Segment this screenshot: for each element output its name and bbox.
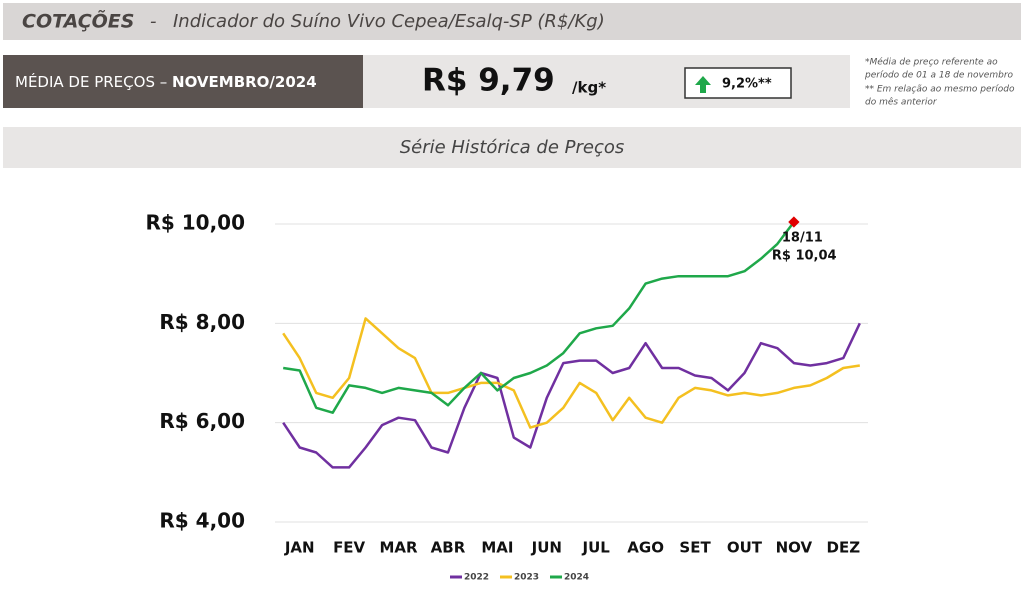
x-tick-label: JUL xyxy=(582,539,611,557)
series-line xyxy=(282,322,861,469)
section-bar xyxy=(3,127,1021,168)
note: período de 01 a 18 de novembro xyxy=(864,71,1014,81)
x-tick-label: AGO xyxy=(627,539,664,557)
legend-label: 2024 xyxy=(564,573,589,583)
header-subtitle: Indicador do Suíno Vivo Cepea/Esalq-SP (… xyxy=(173,11,605,32)
x-tick-label: FEV xyxy=(333,539,365,557)
series-line xyxy=(283,221,795,414)
annotation-label: R$ 10,04 xyxy=(772,249,837,264)
note: *Média de preço referente ao xyxy=(865,57,998,68)
series-line xyxy=(282,317,860,429)
price-label-box xyxy=(3,55,363,108)
y-tick-label: R$ 10,00 xyxy=(145,211,245,235)
price-value: R$ 9,79 xyxy=(422,63,555,99)
legend-label: 2023 xyxy=(514,573,539,583)
change-value: 9,2%** xyxy=(722,77,772,92)
section-title: Série Histórica de Preços xyxy=(400,137,625,158)
x-tick-label: MAI xyxy=(481,539,513,557)
legend-label: 2022 xyxy=(464,573,489,583)
x-tick-label: MAR xyxy=(379,539,418,557)
annotation-marker xyxy=(788,216,800,228)
x-tick-label: JAN xyxy=(284,539,315,557)
header-title: COTAÇÕES xyxy=(22,9,134,33)
note: ** Em relação ao mesmo período xyxy=(865,85,1015,95)
y-tick-label: R$ 8,00 xyxy=(159,310,245,334)
x-tick-label: NOV xyxy=(776,539,813,557)
y-tick-label: R$ 6,00 xyxy=(159,409,245,433)
header-bar xyxy=(3,3,1021,40)
price-unit: /kg* xyxy=(572,79,606,97)
x-tick-label: ABR xyxy=(431,539,466,557)
x-tick-label: SET xyxy=(679,539,711,557)
price-period: NOVEMBRO/2024 xyxy=(172,73,317,91)
chart: R$ 4,00 R$ 6,00 R$ 8,00 R$ 10,00 JAN FEV MAR AB… xyxy=(145,211,868,583)
price-label: MÉDIA DE PREÇOS – NOVEMBRO/2024 xyxy=(15,72,317,91)
notes: *Média de preço referente ao período de … xyxy=(864,57,1015,108)
x-tick-label: DEZ xyxy=(827,539,861,557)
annotation-date: 18/11 xyxy=(782,231,823,246)
x-tick-label: JUN xyxy=(531,539,562,557)
x-tick-label: OUT xyxy=(727,539,763,557)
note: do mês anterior xyxy=(865,97,938,108)
y-tick-label: R$ 4,00 xyxy=(159,509,245,533)
price-label-text: MÉDIA DE PREÇOS – xyxy=(15,72,167,91)
header-separator: - xyxy=(150,11,157,32)
up-arrow-icon xyxy=(695,76,711,93)
